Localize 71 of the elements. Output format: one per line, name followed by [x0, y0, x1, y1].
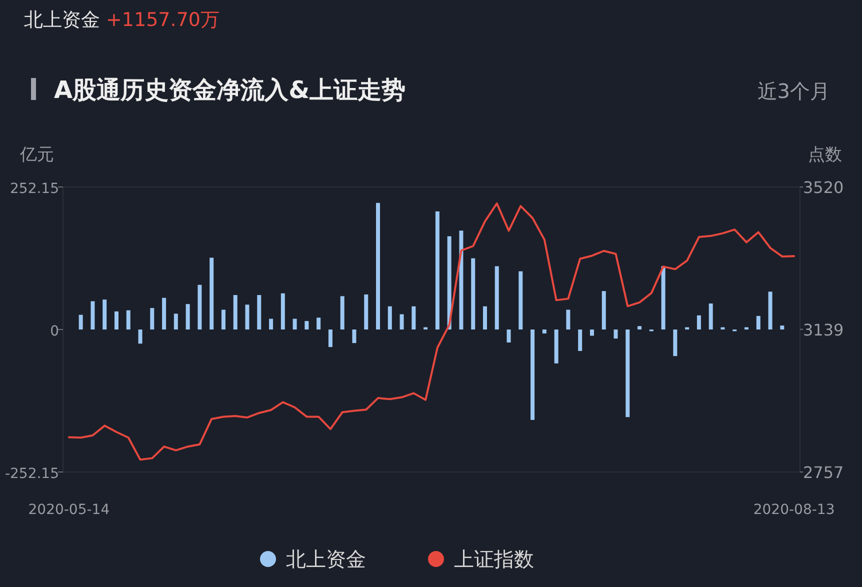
bar [400, 314, 404, 330]
bar [768, 292, 772, 330]
bar [316, 318, 321, 330]
y-axis-title: 亿元 [19, 145, 54, 165]
bar [126, 310, 130, 330]
bar [518, 271, 523, 330]
bar [364, 294, 368, 330]
bar [578, 330, 582, 351]
bar [186, 304, 190, 330]
bar [221, 310, 226, 330]
text: 北上资金 [24, 9, 100, 31]
bar [482, 306, 487, 330]
bar [90, 301, 95, 330]
bar [340, 296, 344, 330]
bar [257, 295, 262, 330]
line-series [68, 202, 796, 461]
bar [614, 330, 618, 339]
bar [554, 330, 558, 364]
y-tick-label: -252.15 [4, 466, 59, 482]
bar [661, 266, 666, 330]
legend-label: 北上资金 [286, 547, 366, 571]
legend-label: 上证指数 [454, 547, 534, 571]
text: +1157.70万 [106, 9, 220, 31]
bar [506, 330, 511, 342]
bar [780, 326, 784, 330]
bar [459, 230, 464, 330]
bar [542, 330, 546, 334]
bar [174, 314, 178, 330]
x-tick-label: 2020-05-14 [28, 502, 110, 518]
bar [471, 258, 476, 330]
bar [352, 330, 356, 344]
bar [626, 330, 630, 418]
bar [435, 211, 440, 330]
bar [138, 330, 142, 344]
bar [114, 311, 118, 330]
bar [150, 308, 154, 330]
chart-subtitle: 近3个月 [757, 79, 830, 103]
bar [756, 316, 760, 330]
bar [602, 291, 606, 330]
bar [494, 266, 499, 330]
chart-title: A股通历史资金净流入&上证走势 [54, 76, 406, 104]
bar [102, 300, 107, 330]
y-tick-label: 252.15 [10, 181, 59, 197]
y2-axis-title: 点数 [808, 145, 842, 165]
bar [162, 298, 166, 330]
bar [210, 258, 214, 330]
bar [269, 318, 274, 330]
y2-tick-label: 3139 [803, 320, 844, 340]
bar [304, 321, 309, 330]
bar [530, 330, 535, 420]
bar [198, 284, 202, 330]
bar [78, 314, 83, 330]
x-tick-label: 2020-08-13 [753, 502, 835, 518]
bar [233, 295, 238, 330]
bar [280, 293, 285, 330]
y2-tick-label: 2757 [803, 463, 844, 482]
bar [388, 306, 392, 330]
bar [590, 330, 594, 336]
bar [696, 315, 701, 330]
bar [376, 202, 380, 330]
bar [708, 304, 713, 330]
y-tick-label: 0 [50, 324, 59, 340]
bar [638, 326, 642, 330]
bar [566, 310, 570, 330]
bar [447, 236, 452, 330]
bar [673, 330, 678, 356]
bar [328, 330, 332, 348]
bar [292, 318, 297, 330]
y2-tick-label: 3520 [803, 178, 844, 197]
bar [412, 306, 416, 330]
bar [245, 304, 250, 330]
